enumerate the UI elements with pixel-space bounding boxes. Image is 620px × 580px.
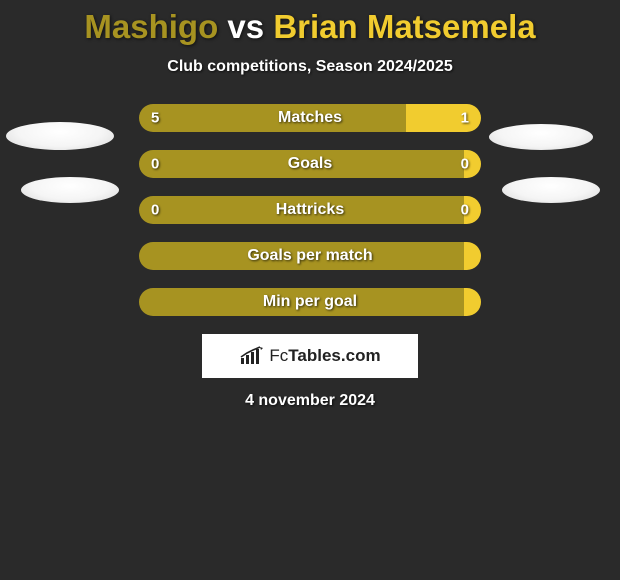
stat-row: Goals00	[0, 150, 620, 178]
comparison-card: Mashigo vs Brian Matsemela Club competit…	[0, 0, 620, 410]
bar-segment-left	[139, 104, 406, 132]
bar-segment-left	[139, 242, 464, 270]
highlight-ellipse	[21, 177, 119, 203]
stat-value-right: 1	[461, 110, 469, 127]
highlight-ellipse	[6, 122, 114, 150]
stat-value-left: 0	[151, 156, 159, 173]
bar-segment-left	[139, 150, 464, 178]
highlight-ellipse	[489, 124, 593, 150]
stat-bar: Hattricks00	[139, 196, 481, 224]
subtitle: Club competitions, Season 2024/2025	[167, 58, 452, 76]
logo-text-part1: Fc	[269, 346, 288, 366]
stat-row: Goals per match	[0, 242, 620, 270]
logo-text: FcTables.com	[269, 346, 380, 366]
logo-text-part2: Tables.com	[288, 346, 380, 366]
stat-bar: Min per goal	[139, 288, 481, 316]
stat-bar: Goals per match	[139, 242, 481, 270]
bar-segment-right	[464, 242, 481, 270]
highlight-ellipse	[502, 177, 600, 203]
title-player2: Brian Matsemela	[273, 8, 535, 45]
bar-segment-right	[464, 288, 481, 316]
stat-value-right: 0	[461, 156, 469, 173]
stat-value-left: 5	[151, 110, 159, 127]
bar-segment-left	[139, 196, 464, 224]
title-vs: vs	[227, 8, 264, 45]
logo-box: FcTables.com	[202, 334, 418, 378]
title-player1: Mashigo	[84, 8, 218, 45]
stat-bar: Matches51	[139, 104, 481, 132]
bar-segment-left	[139, 288, 464, 316]
stat-value-right: 0	[461, 202, 469, 219]
stat-bar: Goals00	[139, 150, 481, 178]
page-title: Mashigo vs Brian Matsemela	[84, 8, 535, 46]
bar-segment-right	[406, 104, 481, 132]
stat-value-left: 0	[151, 202, 159, 219]
chart-icon	[239, 346, 265, 366]
date-text: 4 november 2024	[245, 392, 375, 410]
stat-row: Min per goal	[0, 288, 620, 316]
